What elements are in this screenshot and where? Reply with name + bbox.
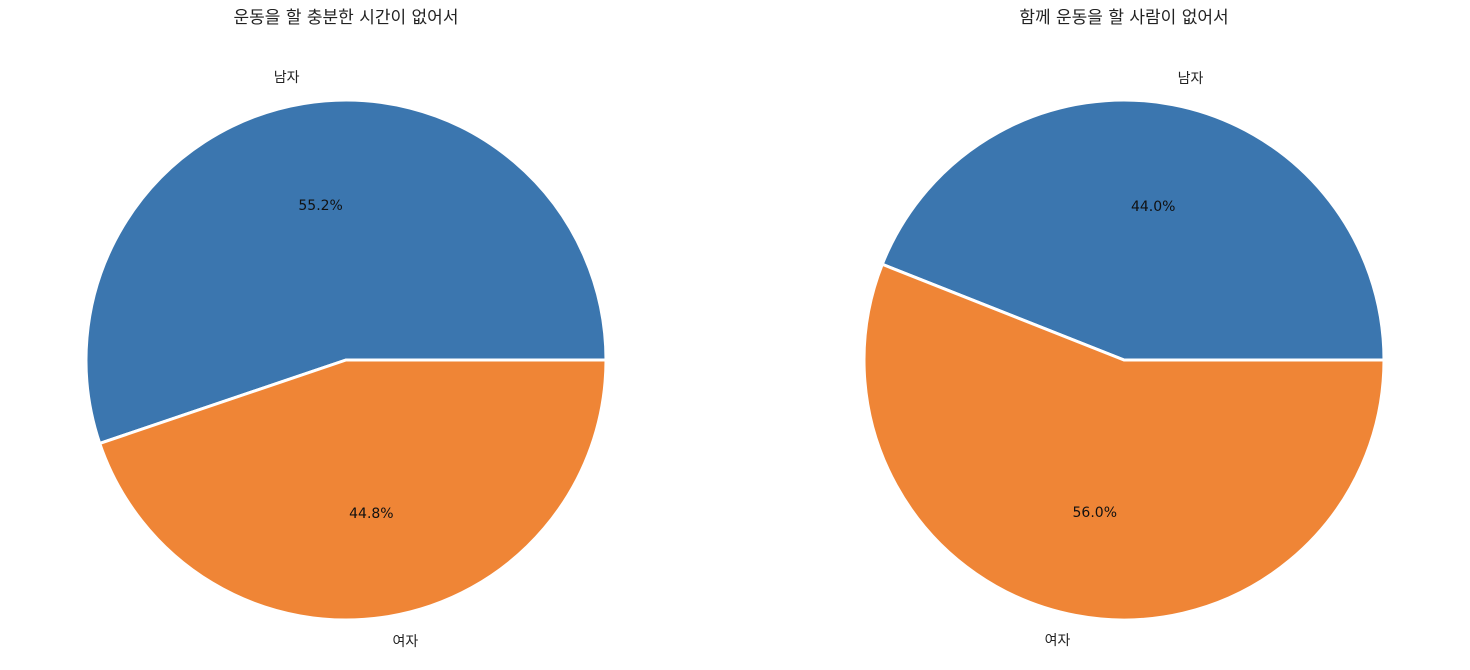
pie-slice-female: [862, 262, 1386, 622]
slice-label: 남자: [1178, 71, 1204, 87]
pie-slice-male: [880, 98, 1386, 362]
slice-label: 여자: [1045, 633, 1071, 649]
percent-label: 44.0%: [1131, 199, 1175, 215]
slice-label: 여자: [393, 634, 419, 650]
percent-label: 55.2%: [298, 198, 342, 214]
percent-label: 56.0%: [1073, 505, 1117, 521]
percent-label: 44.8%: [349, 506, 393, 522]
slice-label: 남자: [274, 70, 300, 86]
chart-title: 운동을 할 충분한 시간이 없어서: [234, 8, 459, 28]
pie-slice-male: [84, 98, 608, 445]
pie-slice-female: [98, 358, 608, 622]
chart-title: 함께 운동을 할 사람이 없어서: [1019, 8, 1228, 28]
